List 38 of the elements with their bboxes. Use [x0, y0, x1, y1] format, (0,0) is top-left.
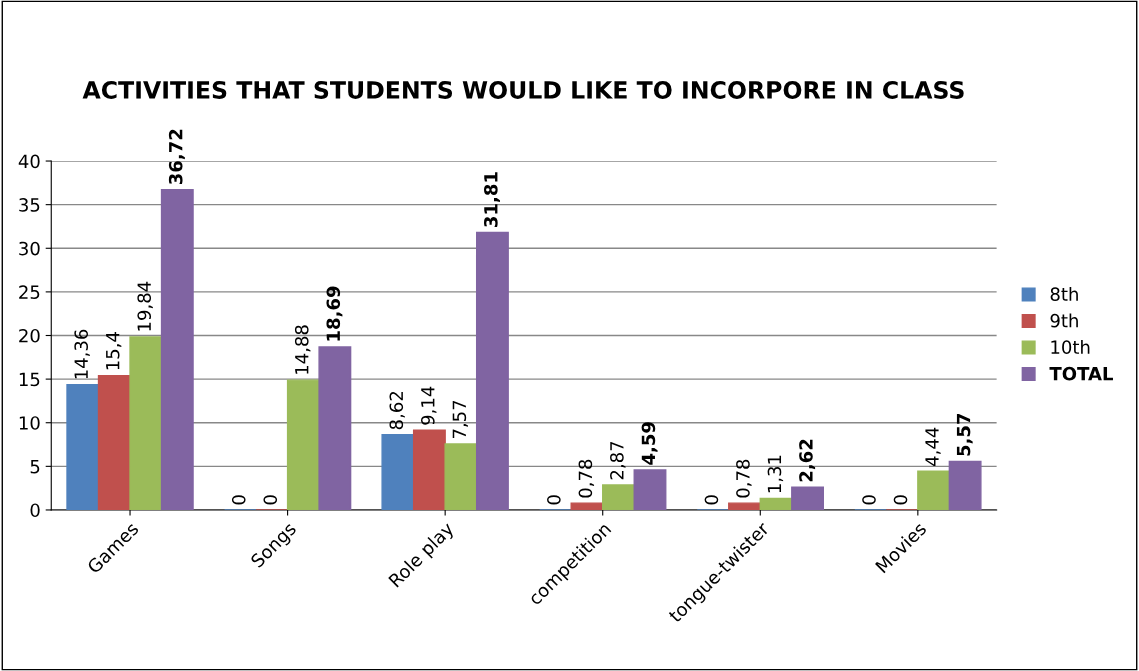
data-label: 0 [231, 495, 246, 505]
data-label: 7,57 [452, 400, 468, 439]
legend-label: 9th [1050, 313, 1078, 328]
data-label: 31,81 [484, 172, 500, 227]
y-tick-label: 5 [30, 460, 40, 474]
legend-label: TOTAL [1049, 366, 1113, 381]
data-label: 36,72 [168, 129, 185, 185]
chart-title: ACTIVITIES THAT STUDENTS WOULD LIKE TO INCORPORE IN CLASS [82, 81, 964, 99]
y-tick-label: 20 [19, 328, 40, 343]
data-label: 0,78 [736, 459, 752, 498]
data-label: 1,31 [767, 455, 784, 493]
data-label: 0 [704, 495, 719, 505]
data-label: 4,44 [925, 427, 941, 466]
data-label: 19,84 [137, 281, 153, 331]
data-label: 15,4 [106, 332, 122, 370]
y-tick-label: 30 [19, 241, 40, 256]
data-label: 2,87 [610, 441, 626, 480]
data-label: 2,62 [799, 439, 816, 482]
data-label: 0 [862, 495, 876, 505]
y-tick-label: 0 [30, 503, 40, 518]
data-label: 0,78 [578, 459, 595, 498]
y-tick-label: 15 [19, 372, 40, 387]
data-label: 8,62 [389, 392, 405, 430]
y-tick-label: 10 [19, 416, 40, 430]
data-label: 4,59 [641, 422, 658, 465]
y-tick-label: 40 [18, 154, 40, 169]
data-label: 9,14 [420, 386, 437, 425]
y-tick-label: 25 [19, 285, 40, 299]
data-label: 18,69 [326, 286, 343, 341]
data-label: 5,57 [956, 413, 973, 456]
legend-label: 8th [1050, 287, 1078, 301]
data-label: 14,88 [294, 325, 311, 374]
data-label: 14,36 [74, 329, 90, 379]
y-tick-label: 35 [19, 198, 40, 212]
data-label: 0 [893, 495, 908, 505]
data-label: 0 [263, 495, 278, 505]
legend-label: 10th [1051, 340, 1090, 354]
data-label: 0 [547, 495, 561, 505]
